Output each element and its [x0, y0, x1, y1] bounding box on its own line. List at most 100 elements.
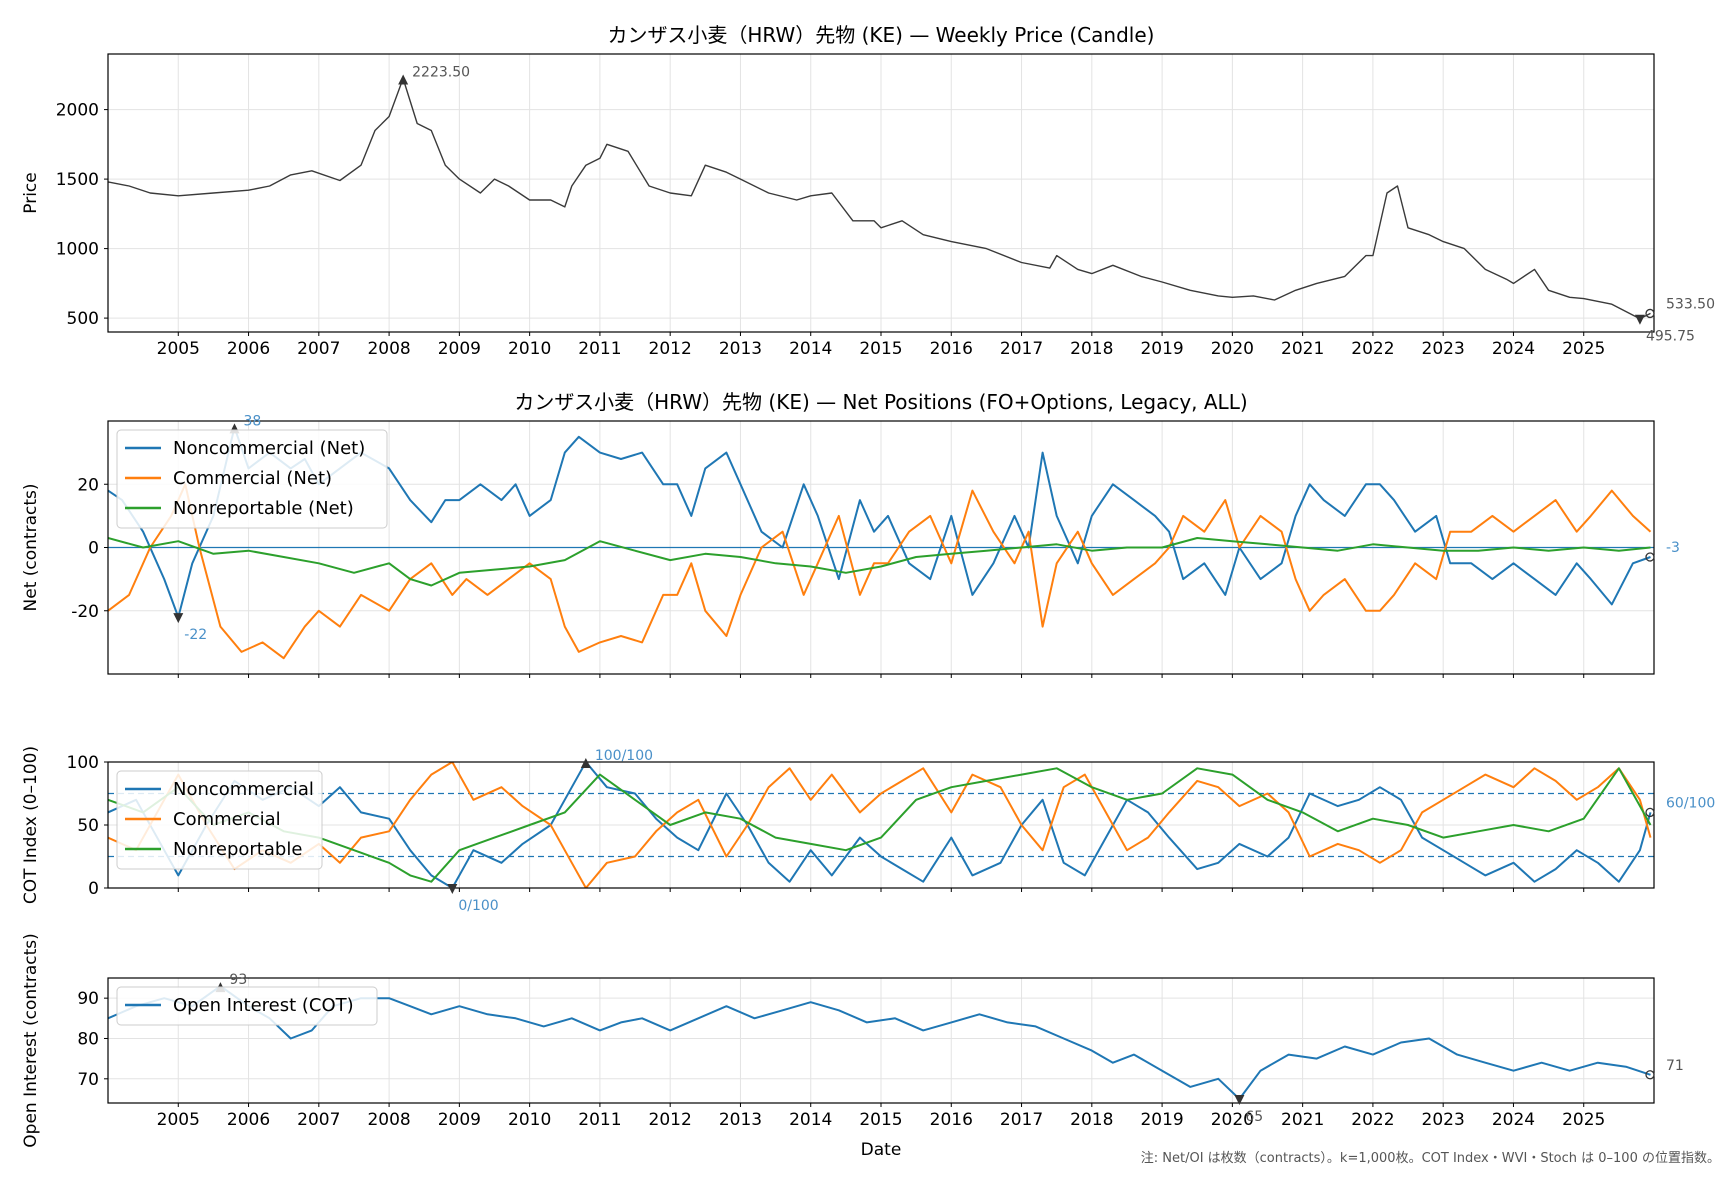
x-tick-label: 2022: [1351, 1110, 1394, 1130]
x-tick-label: 2018: [1070, 1110, 1113, 1130]
plot-frame: [107, 420, 1655, 675]
min-marker: [173, 613, 184, 624]
x-tick-label: 2013: [719, 1110, 762, 1130]
x-tick-label: 2005: [157, 339, 200, 359]
x-tick-label: 2018: [1070, 339, 1113, 359]
last-marker: [1645, 1070, 1655, 1080]
plot-frame: [107, 53, 1655, 333]
x-tick-label: 2017: [1000, 1110, 1043, 1130]
min-marker: [447, 884, 458, 894]
x-tick-label: 2009: [438, 339, 481, 359]
x-tick-label: 2025: [1562, 1110, 1605, 1130]
x-tick-label: 2016: [930, 339, 973, 359]
x-tick-label: 2017: [1000, 339, 1043, 359]
legend-label: Noncommercial: [173, 779, 314, 800]
y-tick-label: 50: [77, 816, 99, 836]
min-marker: [1234, 1094, 1245, 1105]
x-tick-label: 2010: [508, 339, 551, 359]
x-tick-label: 2007: [297, 1110, 340, 1130]
x-tick-label: 2005: [157, 1110, 200, 1130]
x-tick-label: 2007: [297, 339, 340, 359]
series-line-2: [108, 767, 1652, 883]
chart-title: カンザス小麦（HRW）先物 (KE) — Weekly Price (Candl…: [608, 23, 1155, 47]
x-tick-label: 2015: [859, 1110, 902, 1130]
x-tick-label: 2022: [1351, 339, 1394, 359]
x-tick-label: 2019: [1140, 1110, 1183, 1130]
x-tick-label: 2011: [578, 339, 621, 359]
y-axis-label: Open Interest (contracts): [21, 933, 41, 1147]
min-label: 65: [1245, 1109, 1263, 1125]
last-marker: [1645, 807, 1655, 818]
y-tick-label: 70: [77, 1070, 99, 1090]
y-tick-label: 1000: [56, 240, 99, 260]
max-marker: [580, 758, 591, 768]
y-tick-label: 80: [77, 1029, 99, 1049]
y-tick-label: 2000: [56, 101, 99, 121]
x-tick-label: 2006: [227, 339, 270, 359]
plot-frame: [107, 977, 1655, 1104]
y-tick-label: 100: [67, 753, 99, 773]
legend-label: Commercial: [173, 809, 281, 830]
max-label: 2223.50: [412, 65, 470, 81]
max-marker: [398, 74, 409, 85]
y-axis-label: Price: [21, 172, 41, 213]
last-label: 533.50: [1666, 296, 1715, 312]
legend-label: Nonreportable (Net): [173, 498, 354, 519]
x-tick-label: 2025: [1562, 339, 1605, 359]
series-line-1: [108, 762, 1652, 888]
series-line-0: [108, 77, 1651, 320]
legend-box: [116, 986, 378, 1026]
x-tick-label: 2006: [227, 1110, 270, 1130]
y-tick-label: 0: [88, 879, 99, 899]
max-label: 100/100: [595, 748, 653, 764]
x-tick-label: 2016: [930, 1110, 973, 1130]
last-marker: [1645, 552, 1655, 562]
y-tick-label: -20: [71, 602, 99, 622]
x-tick-label: 2014: [789, 339, 832, 359]
x-tick-label: 2012: [649, 1110, 692, 1130]
x-tick-label: 2014: [789, 1110, 832, 1130]
x-tick-label: 2023: [1422, 1110, 1465, 1130]
x-tick-label: 2019: [1140, 339, 1183, 359]
y-tick-label: 20: [77, 475, 99, 495]
y-axis-label: Net (contracts): [21, 484, 41, 612]
x-tick-label: 2020: [1211, 339, 1254, 359]
legend-label: Noncommercial (Net): [173, 438, 365, 459]
legend-label: Commercial (Net): [173, 468, 332, 489]
legend-box: [116, 429, 388, 529]
y-axis-label: COT Index (0–100): [21, 746, 41, 904]
x-tick-label: 2011: [578, 1110, 621, 1130]
legend-label: Open Interest (COT): [173, 995, 354, 1016]
series-line-1: [108, 483, 1652, 660]
x-tick-label: 2009: [438, 1110, 481, 1130]
plot-frame: [107, 761, 1655, 889]
max-label: 38: [243, 413, 261, 429]
min-marker: [1634, 314, 1645, 325]
x-tick-label: 2008: [367, 339, 410, 359]
last-label: 71: [1666, 1058, 1684, 1074]
min-label: -22: [184, 627, 207, 643]
x-tick-label: 2021: [1281, 1110, 1324, 1130]
chart-title: カンザス小麦（HRW）先物 (KE) — Net Positions (FO+O…: [514, 390, 1247, 414]
x-axis-label: Date: [861, 1140, 902, 1160]
x-tick-label: 2024: [1492, 339, 1535, 359]
last-label: -3: [1666, 540, 1680, 556]
legend-label: Nonreportable: [173, 839, 302, 860]
min-label: 495.75: [1646, 329, 1695, 345]
min-label: 0/100: [458, 898, 498, 914]
last-marker: [1645, 308, 1655, 319]
y-tick-label: 0: [88, 539, 99, 559]
max-label: 93: [229, 972, 247, 988]
x-tick-label: 2008: [367, 1110, 410, 1130]
x-tick-label: 2020: [1211, 1110, 1254, 1130]
x-tick-label: 2013: [719, 339, 762, 359]
legend-box: [116, 770, 323, 870]
footnote: 注: Net/OI は枚数（contracts）。k=1,000枚。COT In…: [1140, 1151, 1720, 1166]
x-tick-label: 2010: [508, 1110, 551, 1130]
y-tick-label: 1500: [56, 170, 99, 190]
y-tick-label: 500: [67, 309, 99, 329]
y-tick-label: 90: [77, 989, 99, 1009]
x-tick-label: 2024: [1492, 1110, 1535, 1130]
x-tick-label: 2023: [1422, 339, 1465, 359]
